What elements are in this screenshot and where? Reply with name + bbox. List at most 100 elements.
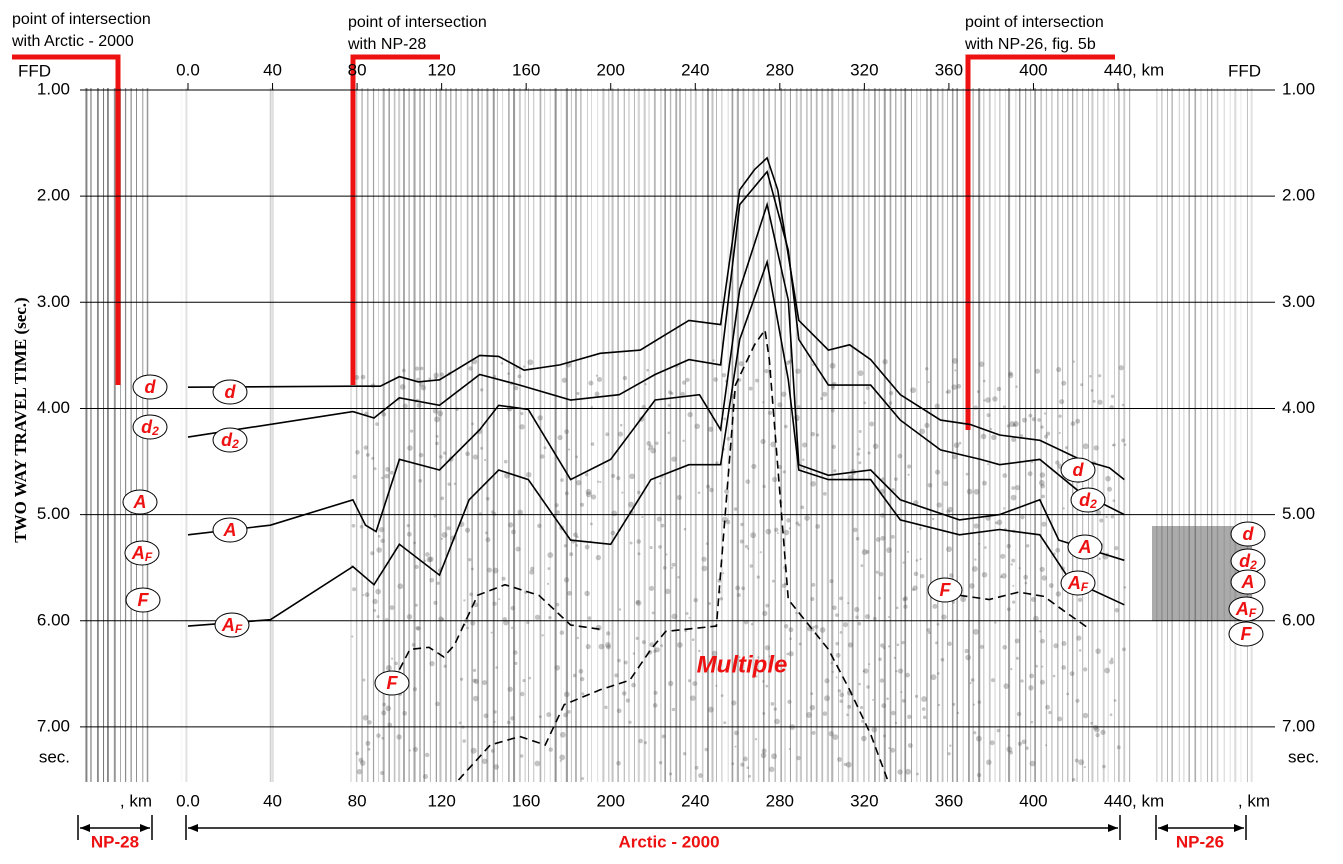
y-tick-label: 5.00: [37, 504, 70, 523]
texture-dot: [580, 503, 584, 507]
texture-dot: [1049, 583, 1054, 588]
annotation: point of intersection: [12, 11, 151, 28]
texture-dot: [880, 536, 885, 541]
texture-dot: [468, 558, 471, 561]
texture-dot: [663, 566, 667, 570]
texture-dot: [434, 377, 437, 380]
texture-dot: [650, 448, 656, 454]
texture-dot: [537, 524, 541, 528]
x-unit: , km: [1132, 60, 1164, 79]
texture-dot: [1031, 461, 1033, 463]
profile-label: Arctic - 2000: [618, 832, 719, 851]
texture-dot: [836, 676, 838, 678]
texture-dot: [1016, 657, 1019, 660]
annotation: point of intersection: [348, 14, 487, 31]
texture-dot: [1122, 647, 1126, 651]
texture-dot: [992, 396, 997, 401]
texture-dot: [412, 643, 416, 647]
texture-dot: [922, 707, 926, 711]
texture-dot: [873, 617, 877, 621]
texture-dot: [862, 549, 868, 555]
y-unit: sec.: [39, 747, 70, 766]
texture-dot: [442, 618, 445, 621]
texture-dot: [1020, 515, 1024, 519]
texture-dot: [928, 381, 930, 383]
texture-dot: [685, 378, 689, 382]
texture-dot: [581, 777, 584, 780]
texture-dot: [895, 670, 897, 672]
texture-dot: [1059, 399, 1064, 404]
texture-dot: [765, 645, 770, 650]
texture-dot: [1008, 371, 1012, 375]
texture-dot: [946, 391, 948, 393]
texture-dot: [428, 556, 433, 561]
texture-dot: [1114, 699, 1117, 702]
texture-dot: [949, 573, 953, 577]
texture-dot: [815, 524, 820, 529]
texture-dot: [806, 712, 812, 718]
texture-dot: [1055, 548, 1060, 553]
texture-dot: [847, 705, 851, 709]
texture-dot: [599, 481, 601, 483]
texture-dot: [1031, 597, 1036, 602]
texture-dot: [1078, 759, 1084, 765]
texture-dot: [680, 392, 684, 396]
texture-dot: [788, 627, 793, 632]
texture-dot: [465, 452, 470, 457]
annotation: point of intersection: [965, 14, 1104, 31]
texture-dot: [882, 359, 887, 364]
texture-dot: [1040, 680, 1045, 685]
texture-dot: [415, 565, 419, 569]
texture-dot: [889, 391, 893, 395]
texture-dot: [622, 691, 627, 696]
texture-dot: [1073, 361, 1075, 363]
texture-dot: [745, 545, 748, 548]
texture-dot: [1048, 711, 1051, 714]
texture-dot: [983, 380, 986, 383]
texture-dot: [720, 597, 723, 600]
texture-dot: [820, 397, 823, 400]
annotation: with NP-28: [347, 36, 426, 53]
texture-dot: [1061, 665, 1066, 670]
texture-dot: [1111, 395, 1115, 399]
texture-dot: [991, 678, 995, 682]
texture-dot: [840, 631, 843, 634]
texture-dot: [1114, 546, 1118, 550]
texture-dot: [465, 528, 470, 533]
texture-dot: [1040, 639, 1045, 644]
texture-dot: [941, 614, 946, 619]
texture-dot: [802, 458, 804, 460]
texture-dot: [671, 457, 676, 462]
texture-dot: [378, 535, 381, 538]
texture-dot: [762, 748, 767, 753]
texture-dot: [513, 650, 517, 654]
texture-dot: [898, 454, 903, 459]
texture-dot: [740, 540, 744, 544]
texture-dot: [384, 474, 389, 479]
texture-dot: [586, 644, 591, 649]
texture-dot: [528, 677, 531, 680]
texture-dot: [419, 453, 424, 458]
texture-dot: [555, 503, 559, 507]
texture-dot: [671, 567, 673, 569]
texture-dot: [530, 567, 534, 571]
texture-dot: [868, 663, 870, 665]
texture-dot: [473, 669, 476, 672]
texture-dot: [372, 599, 377, 604]
texture-dot: [611, 474, 615, 478]
texture-dot: [357, 769, 362, 774]
texture-dot: [1076, 636, 1081, 641]
texture-dot: [990, 428, 992, 430]
texture-dot: [436, 435, 439, 438]
texture-dot: [858, 370, 864, 376]
texture-dot: [1015, 385, 1017, 387]
texture-dot: [596, 625, 602, 631]
texture-dot: [727, 437, 731, 441]
arrow-head: [1234, 824, 1244, 832]
texture-dot: [860, 564, 863, 567]
texture-dot: [1009, 421, 1015, 427]
texture-dot: [777, 532, 779, 534]
arrow-head: [80, 824, 90, 832]
texture-dot: [623, 376, 627, 380]
texture-dot: [760, 439, 765, 444]
